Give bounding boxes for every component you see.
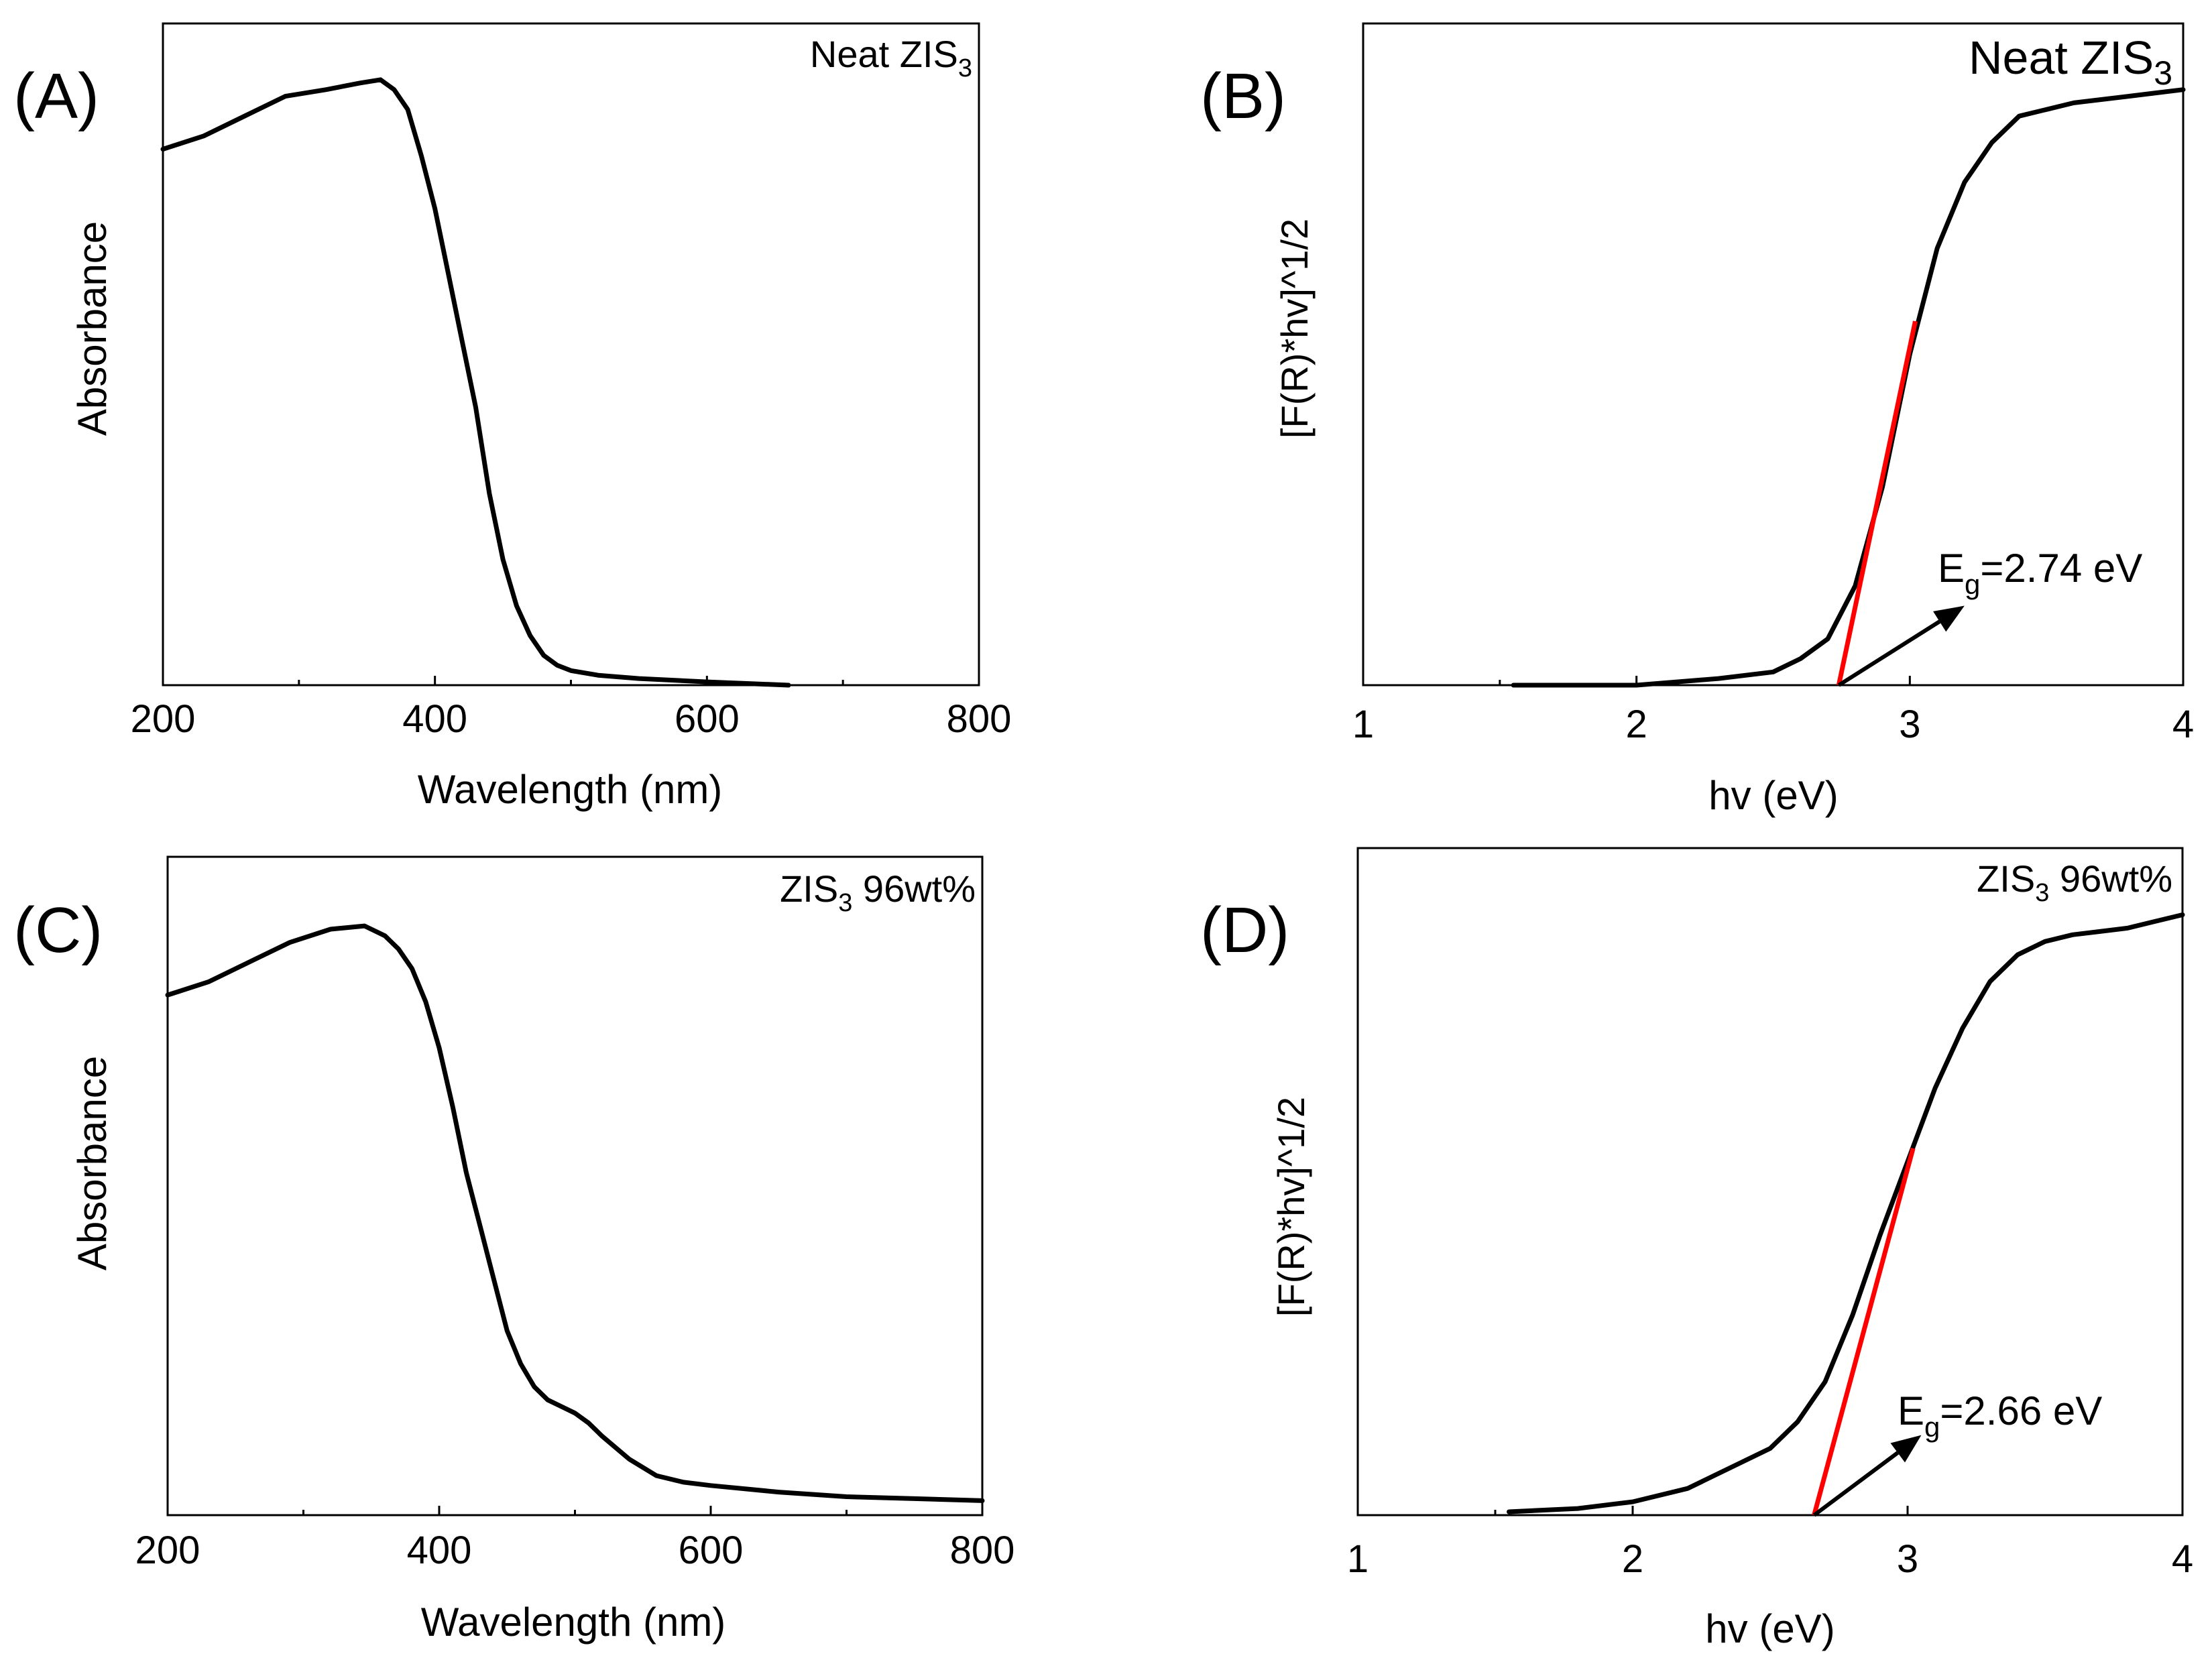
panel-a-ylabel: Absorbance bbox=[70, 221, 115, 436]
x-tick-label: 800 bbox=[947, 697, 1012, 741]
x-tick-label: 1 bbox=[1352, 703, 1374, 746]
panel-a-label: (A) bbox=[13, 60, 99, 132]
x-tick-label: 3 bbox=[1899, 703, 1920, 746]
x-tick-label: 600 bbox=[679, 1529, 744, 1572]
x-tick-label: 2 bbox=[1626, 703, 1647, 746]
panel-d-annotation: ZIS3 96wt% bbox=[1977, 857, 2172, 907]
x-tick-label: 600 bbox=[675, 697, 740, 741]
arrow-head bbox=[1890, 1435, 1922, 1463]
panel-c-xlabel: Wavelength (nm) bbox=[421, 1600, 726, 1645]
panel-a-annotation: Neat ZIS3 bbox=[810, 33, 972, 82]
arrow-head bbox=[1933, 605, 1965, 632]
panel-d-ylabel: [F(R)*hv]^1/2 bbox=[1270, 1097, 1312, 1317]
panel-d-gap-label: Eg=2.66 eV bbox=[1898, 1388, 2102, 1443]
x-tick-label: 1 bbox=[1347, 1537, 1369, 1581]
panel-a-xlabel: Wavelength (nm) bbox=[418, 767, 723, 812]
plot-frame bbox=[1362, 22, 2185, 687]
panel-d-xlabel: hv (eV) bbox=[1705, 1606, 1835, 1651]
panel-c: (C) ZIS3 96wt% Absorbance Wavelength (nm… bbox=[13, 855, 1015, 1645]
x-tick-label: 3 bbox=[1897, 1537, 1918, 1581]
x-tick-label: 4 bbox=[2172, 1537, 2193, 1581]
plot-frame bbox=[1356, 847, 2184, 1516]
x-tick-label: 200 bbox=[135, 1529, 200, 1572]
x-tick-label: 200 bbox=[131, 697, 196, 741]
plot-frame bbox=[162, 22, 980, 687]
x-tick-label: 400 bbox=[402, 697, 467, 741]
panel-c-label: (C) bbox=[13, 894, 103, 966]
series-line bbox=[1511, 87, 2186, 688]
panel-c-ylabel: Absorbance bbox=[70, 1056, 115, 1270]
panel-b-xlabel: hv (eV) bbox=[1708, 773, 1838, 818]
x-tick-label: 800 bbox=[950, 1529, 1015, 1572]
arrow-shaft bbox=[1812, 1451, 1900, 1517]
panel-b-ylabel: [F(R)*hv]^1/2 bbox=[1273, 219, 1316, 438]
series-line bbox=[160, 77, 791, 688]
panel-b: (B) Neat ZIS3 Eg=2.74 eV [F(R)*hv]^1/2 h… bbox=[1200, 22, 2194, 818]
arrow-shaft bbox=[1837, 619, 1941, 687]
panel-b-annotation: Neat ZIS3 bbox=[1969, 32, 2172, 92]
panel-a: (A) Neat ZIS3 Absorbance Wavelength (nm)… bbox=[13, 22, 1012, 812]
plot-frame bbox=[166, 855, 984, 1516]
series-line bbox=[165, 923, 985, 1503]
panel-c-annotation: ZIS3 96wt% bbox=[780, 868, 976, 917]
panel-d: (D) ZIS3 96wt% Eg=2.66 eV [F(R)*hv]^1/2 … bbox=[1200, 847, 2193, 1651]
panel-b-gap-label: Eg=2.74 eV bbox=[1938, 546, 2142, 600]
panel-d-label: (D) bbox=[1200, 894, 1289, 966]
x-tick-label: 400 bbox=[407, 1529, 472, 1572]
x-tick-label: 4 bbox=[2172, 703, 2194, 746]
fit-line bbox=[1836, 320, 1918, 686]
x-tick-label: 2 bbox=[1622, 1537, 1643, 1581]
panel-b-label: (B) bbox=[1200, 60, 1286, 132]
fit-line bbox=[1812, 1147, 1916, 1516]
